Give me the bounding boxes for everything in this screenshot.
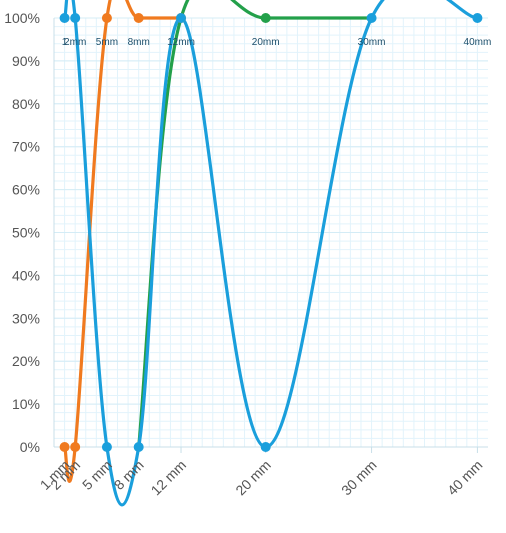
series-1-point xyxy=(70,442,81,452)
x-tick-label: 20 mm xyxy=(232,457,274,499)
y-tick-label: 50% xyxy=(12,225,40,241)
y-tick-label: 40% xyxy=(12,267,40,283)
y-tick-label: 30% xyxy=(12,310,40,326)
top-point-label: 12mm xyxy=(167,37,195,48)
y-tick-label: 80% xyxy=(12,96,40,112)
grid xyxy=(54,17,488,448)
series-1-point xyxy=(101,13,112,23)
series-3-point xyxy=(176,13,187,23)
axes xyxy=(53,18,488,453)
x-tick-label: 2 mm xyxy=(47,457,83,493)
y-tick-label: 90% xyxy=(12,53,40,69)
x-tick-label: 12 mm xyxy=(148,457,190,499)
top-point-label: 40mm xyxy=(464,37,492,48)
series-3-point xyxy=(366,13,377,23)
series-3-point xyxy=(70,13,81,23)
series xyxy=(62,0,480,507)
series-3-point xyxy=(59,13,70,23)
series-3-point xyxy=(101,442,112,452)
y-tick-label: 10% xyxy=(12,396,40,412)
y-tick-label: 60% xyxy=(12,182,40,198)
y-tick-label: 100% xyxy=(4,10,40,26)
y-tick-label: 70% xyxy=(12,139,40,155)
top-point-label: 30mm xyxy=(358,37,386,48)
series-2-point xyxy=(260,13,271,23)
y-tick-label: 0% xyxy=(20,439,40,455)
markers xyxy=(59,13,483,452)
top-point-label: 5mm xyxy=(96,37,118,48)
x-tick-label: 8 mm xyxy=(111,457,147,493)
x-tick-label: 30 mm xyxy=(338,457,380,499)
top-point-label: 2mm xyxy=(64,37,86,48)
series-3-point xyxy=(260,442,271,452)
top-point-label: 1 xyxy=(62,37,68,48)
series-1-point xyxy=(133,13,144,23)
series-line-3 xyxy=(62,0,480,507)
series-3-point xyxy=(472,13,483,23)
y-tick-label: 20% xyxy=(12,353,40,369)
top-point-label: 20mm xyxy=(252,37,280,48)
series-1-point xyxy=(59,442,70,452)
series-3-point xyxy=(133,442,144,452)
x-tick-label: 40 mm xyxy=(444,457,486,499)
top-point-label: 8mm xyxy=(128,37,150,48)
